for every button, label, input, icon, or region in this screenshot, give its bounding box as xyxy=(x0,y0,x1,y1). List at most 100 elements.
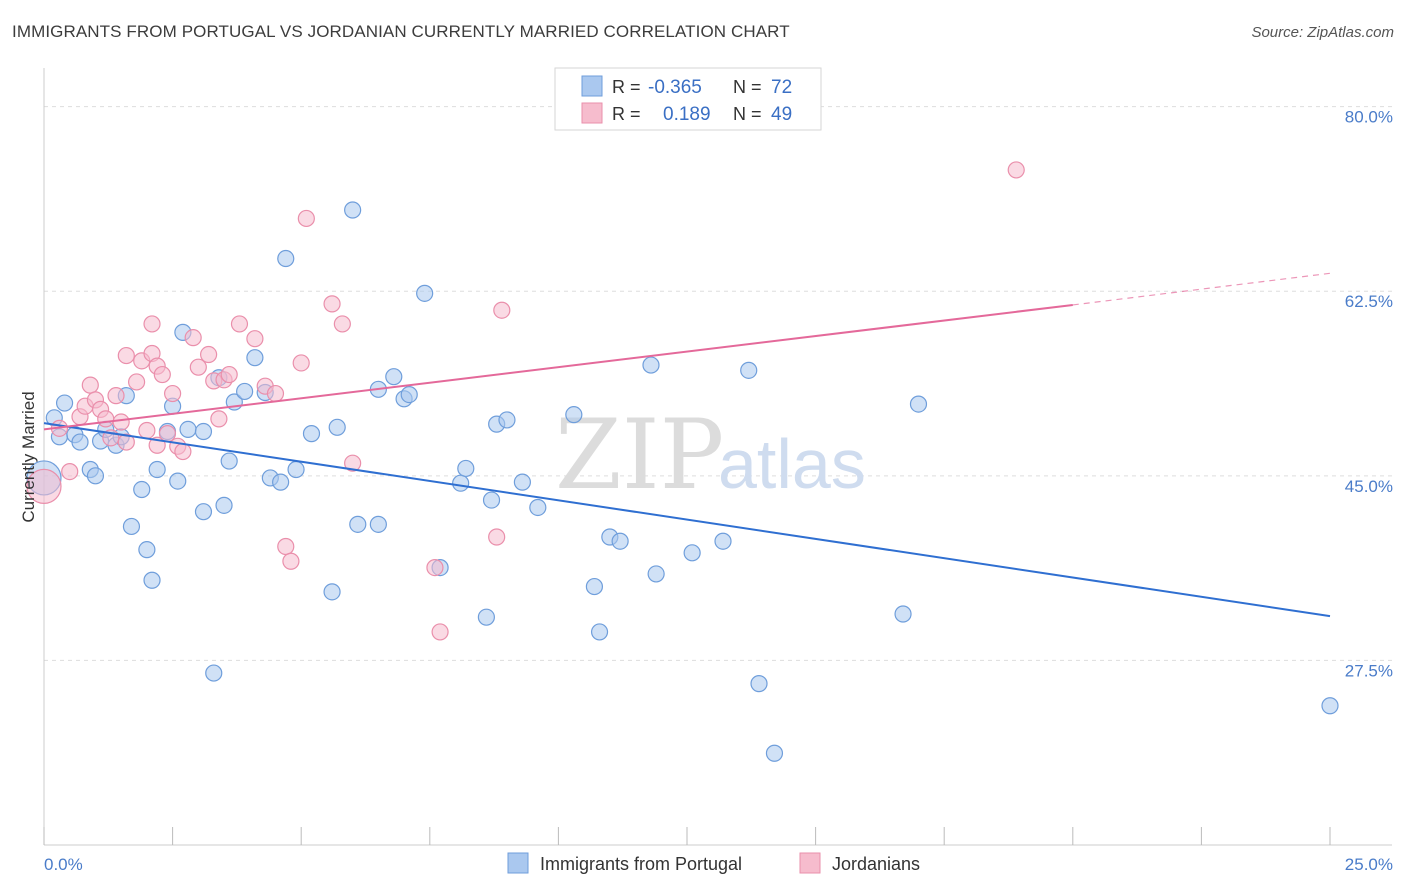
portugal-point-61 xyxy=(642,356,660,374)
portugal-point-7 xyxy=(86,467,105,485)
jordanians-point-10 xyxy=(107,387,125,405)
portugal-point-62 xyxy=(647,565,665,583)
jordanians-point-39 xyxy=(292,354,310,372)
trend-line-jordanians-extension xyxy=(1072,272,1331,306)
jordanians-point-8 xyxy=(97,410,115,428)
portugal-point-17 xyxy=(148,460,166,479)
chart-source: Source: ZipAtlas.com xyxy=(1251,24,1394,41)
jordanians-point-38 xyxy=(282,552,300,570)
portugal-point-39 xyxy=(323,583,341,601)
portugal-point-44 xyxy=(385,368,403,386)
tick-labels: 27.5% 45.0% 62.5% 80.0% 0.0% 25.0% xyxy=(44,108,1393,874)
chart-title: IMMIGRANTS FROM PORTUGAL VS JORDANIAN CU… xyxy=(12,22,790,41)
portugal-point-67 xyxy=(765,744,784,762)
portugal-point-34 xyxy=(272,473,290,491)
jordanians-point-25 xyxy=(174,442,192,461)
jordanians-point-33 xyxy=(230,315,249,333)
y-tick-label-1: 45.0% xyxy=(1345,477,1393,496)
portugal-point-57 xyxy=(565,406,583,424)
portugal-point-3 xyxy=(55,394,74,412)
portugal-point-58 xyxy=(585,577,604,596)
portugal-point-36 xyxy=(287,460,305,479)
jordanians-point-21 xyxy=(153,365,171,384)
portugal-point-40 xyxy=(344,201,362,219)
portugal-point-70 xyxy=(1321,697,1339,715)
jordanians-point-16 xyxy=(138,421,156,440)
y-tick-label-2: 62.5% xyxy=(1345,292,1393,311)
portugal-point-24 xyxy=(194,503,213,521)
portugal-point-63 xyxy=(683,544,701,562)
portugal-point-31 xyxy=(246,349,264,367)
jordanians-point-14 xyxy=(127,373,146,391)
portugal-point-27 xyxy=(215,496,233,514)
jordanians-point-32 xyxy=(220,365,238,384)
legend-item-jordanians: Jordanians xyxy=(832,854,920,874)
x-tick-label-1: 25.0% xyxy=(1345,855,1393,874)
jordanians-point-0 xyxy=(26,468,62,504)
portugal-point-42 xyxy=(369,515,387,533)
portugal-point-35 xyxy=(277,249,295,268)
portugal-point-55 xyxy=(513,473,531,491)
jordanians-point-47 xyxy=(493,301,511,319)
portugal-point-46 xyxy=(400,386,418,404)
jordanians-point-28 xyxy=(200,345,218,364)
portugal-point-15 xyxy=(138,541,156,559)
jordanians-point-36 xyxy=(266,384,285,403)
portugal-point-16 xyxy=(143,571,161,589)
jordanians-point-13 xyxy=(117,346,135,365)
jordanians-point-43 xyxy=(344,454,362,472)
legend-swatch-blue xyxy=(581,75,603,97)
y-tick-label-0: 27.5% xyxy=(1345,661,1393,680)
jordanians-point-18 xyxy=(143,315,161,333)
jordanians-point-2 xyxy=(61,463,79,481)
jordanians-point-41 xyxy=(333,315,351,333)
legend-item-jordanians-swatch xyxy=(799,852,821,874)
jordanians-point-27 xyxy=(189,358,207,376)
portugal-point-28 xyxy=(220,452,238,470)
portugal-point-47 xyxy=(416,284,434,302)
legend-n-label-2: N = xyxy=(733,104,762,124)
legend-r-label-2: R = xyxy=(612,104,641,124)
portugal-point-69 xyxy=(909,395,928,413)
legend-n-value-1: 72 xyxy=(771,77,792,98)
x-tick-label-0: 0.0% xyxy=(44,855,83,874)
portugal-point-66 xyxy=(750,675,768,693)
jordanians-point-44 xyxy=(426,558,444,577)
legend-r-value-1: -0.365 xyxy=(648,77,702,98)
portugal-point-22 xyxy=(179,420,197,439)
legend-r-label-1: R = xyxy=(612,77,641,97)
legend-r-value-2: 0.189 xyxy=(663,104,711,125)
trend-line-jordanians xyxy=(43,303,1073,431)
watermark: ZIP atlas xyxy=(555,399,866,511)
legend-n-value-2: 49 xyxy=(771,104,792,125)
legend-item-portugal-swatch xyxy=(507,852,529,874)
jordanians-point-26 xyxy=(184,329,202,347)
watermark-zip: ZIP xyxy=(555,399,724,511)
portugal-point-51 xyxy=(477,608,495,626)
portugal-point-14 xyxy=(133,480,151,499)
portugal-point-5 xyxy=(71,433,89,451)
jordanians-point-12 xyxy=(117,433,135,451)
portugal-point-54 xyxy=(498,411,516,429)
portugal-point-52 xyxy=(482,491,501,509)
portugal-point-50 xyxy=(457,459,475,478)
portugal-point-41 xyxy=(349,515,367,533)
correlation-legend: R = -0.365 N = 72 R = 0.189 N = 49 xyxy=(554,67,822,131)
jordanians-point-48 xyxy=(1007,161,1025,179)
portugal-point-37 xyxy=(302,425,321,443)
jordanians-point-23 xyxy=(164,384,182,403)
jordanians-point-46 xyxy=(488,528,506,546)
portugal-point-38 xyxy=(328,418,346,436)
watermark-atlas: atlas xyxy=(718,425,866,503)
series-jordanians-points xyxy=(26,161,1025,641)
jordanians-point-42 xyxy=(323,295,341,313)
portugal-point-56 xyxy=(529,498,547,517)
legend-n-label-1: N = xyxy=(733,77,762,97)
portugal-point-23 xyxy=(194,422,213,441)
portugal-point-49 xyxy=(452,474,470,492)
jordanians-point-37 xyxy=(277,537,295,556)
portugal-point-64 xyxy=(714,532,732,550)
portugal-point-68 xyxy=(894,605,912,623)
portugal-point-65 xyxy=(740,361,758,379)
